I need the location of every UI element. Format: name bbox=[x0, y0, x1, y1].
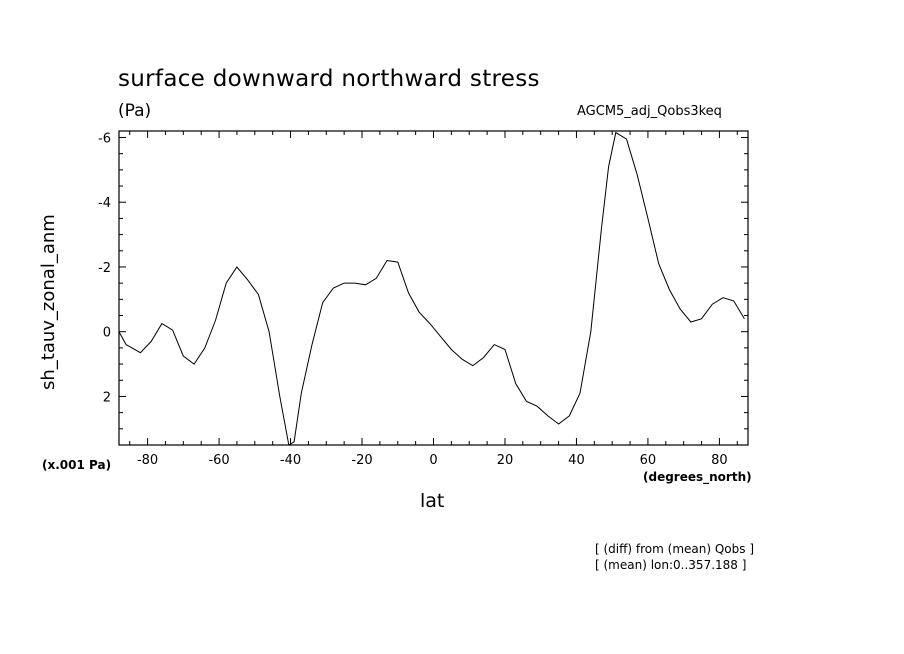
chart-subtitle: AGCM5_adj_Qobs3keq bbox=[577, 104, 722, 119]
footnote-mean: [ (mean) lon:0..357.188 ] bbox=[595, 558, 747, 572]
x-tick-label: -40 bbox=[280, 453, 301, 468]
series-line bbox=[118, 131, 745, 446]
x-tick-label: 60 bbox=[640, 453, 657, 468]
x-tick-label: 20 bbox=[497, 453, 514, 468]
y-tick-label: -2 bbox=[98, 261, 111, 276]
y-tick-label: -4 bbox=[98, 196, 111, 211]
x-tick-label: -60 bbox=[208, 453, 229, 468]
x-tick-label: -20 bbox=[351, 453, 372, 468]
y-tick-label: 0 bbox=[103, 326, 111, 341]
chart-units: (Pa) bbox=[118, 101, 152, 121]
x-tick-label: 40 bbox=[568, 453, 585, 468]
y-scale-note: (x.001 Pa) bbox=[42, 458, 112, 472]
y-tick-label: 2 bbox=[103, 390, 111, 405]
tick-labels: -80 -60 -40 -20 0 20 40 60 80-6-4-202 bbox=[98, 131, 728, 468]
axis-ticks bbox=[119, 131, 748, 446]
footnote-diff: [ (diff) from (mean) Qobs ] bbox=[595, 542, 754, 556]
x-tick-label: -80 bbox=[137, 453, 158, 468]
chart-title: surface downward northward stress bbox=[118, 66, 540, 92]
x-tick-label: 0 bbox=[429, 453, 437, 468]
plot-frame bbox=[118, 130, 749, 446]
x-axis-units: (degrees_north) bbox=[643, 470, 752, 484]
x-tick-label: 80 bbox=[711, 453, 728, 468]
y-tick-label: -6 bbox=[98, 131, 111, 146]
x-axis-label: lat bbox=[420, 490, 445, 512]
